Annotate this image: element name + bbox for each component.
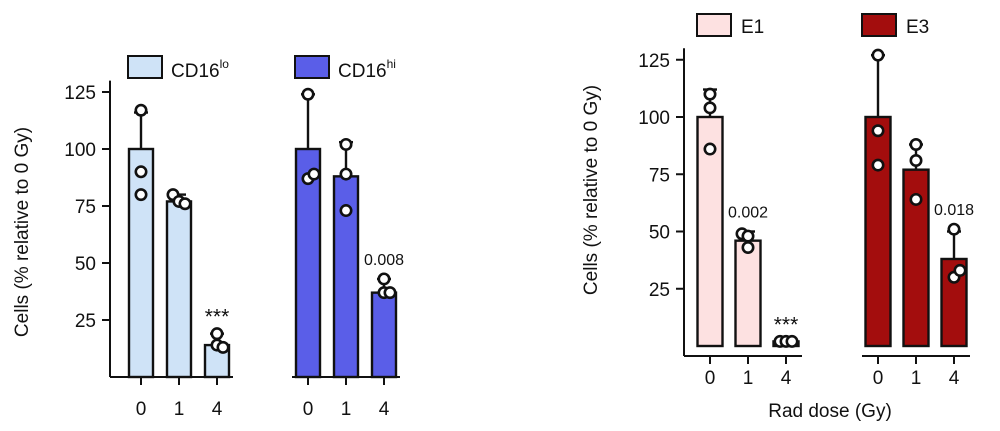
right-y-tick-label-100: 100 [638, 108, 670, 129]
right-s0-4-point-2 [785, 334, 799, 348]
legend-sup-cd16lo: lo [220, 57, 230, 71]
left-plot-area: 25 50 75 100 125 0 1 4 *** 0 1 4 0.008 [64, 80, 404, 420]
legend-label-e1: E1 [741, 17, 764, 38]
left-s0-0-point-1 [134, 165, 148, 179]
right-panel: E1 E3 Cells (% relative to 0 Gy) Rad dos… [581, 13, 974, 422]
left-s1-1-point-0 [339, 137, 353, 151]
right-s1-4-point-0 [947, 222, 961, 236]
right-s0-0-point-1 [703, 101, 717, 115]
right-y-tick-label-50: 50 [649, 223, 670, 244]
right-y-tick-label-25: 25 [649, 280, 670, 301]
left-panel: CD16lo CD16hi Cells (% relative to 0 Gy)… [12, 55, 404, 420]
right-s1-0-x-tick-label: 0 [873, 368, 884, 389]
left-s0-4-x-tick-label: 4 [212, 399, 223, 420]
left-s0-0-bar [127, 147, 155, 379]
right-legend: E1 E3 [696, 13, 929, 38]
left-s0-0-point-0 [134, 103, 148, 117]
left-s1-4-x-tick-label: 4 [379, 399, 390, 420]
left-y-tick-label-100: 100 [64, 140, 96, 161]
right-y-tick-label-75: 75 [649, 165, 670, 186]
right-s1-1-point-1 [909, 154, 923, 168]
legend-label-cd16lo: CD16lo [171, 57, 229, 82]
left-s1-1-point-2 [339, 204, 353, 218]
left-s1-4-bar [370, 291, 398, 379]
left-y-tick-label-25: 25 [75, 311, 96, 332]
left-s1-4-point-0 [377, 272, 391, 286]
right-x-axis-title: Rad dose (Gy) [768, 401, 892, 422]
right-s1-4-annotation: 0.018 [934, 202, 974, 219]
right-s0-0-x-tick-label: 0 [705, 368, 716, 389]
right-s1-1-x-tick-label: 1 [911, 368, 922, 389]
right-s1-0-point-0 [871, 48, 885, 62]
left-s0-0-x-tick-label: 0 [136, 399, 147, 420]
left-s1-0-bar [294, 147, 322, 379]
left-s0-1-point-2 [178, 197, 192, 211]
legend-swatch-e1 [696, 13, 732, 37]
left-y-tick-label-125: 125 [64, 83, 96, 104]
left-s0-4-point-2 [216, 340, 230, 354]
left-s0-0-point-2 [134, 188, 148, 202]
right-s1-1-point-0 [909, 137, 923, 151]
left-y-tick-label-50: 50 [75, 254, 96, 275]
right-y-axis-title: Cells (% relative to 0 Gy) [581, 85, 602, 295]
legend-label-e3: E3 [906, 17, 929, 38]
left-s1-4-point-2 [383, 286, 397, 300]
right-s1-0-bar [864, 115, 892, 348]
right-s0-1-x-tick-label: 1 [743, 368, 754, 389]
right-s1-0-point-1 [871, 124, 885, 138]
legend-label-cd16hi: CD16hi [338, 57, 396, 82]
legend-swatch-cd16hi [294, 55, 330, 79]
right-s0-0-point-2 [703, 142, 717, 156]
legend-swatch-cd16lo [127, 55, 163, 79]
left-s0-1-bar [165, 200, 193, 379]
right-s0-1-point-1 [741, 229, 755, 243]
right-s1-1-point-2 [909, 192, 923, 206]
right-s0-4-annotation: *** [774, 313, 799, 336]
left-s1-0-point-2 [307, 167, 321, 181]
right-s0-1-annotation: 0.002 [728, 205, 768, 222]
right-s1-0-point-2 [871, 158, 885, 172]
legend-sup-cd16hi: hi [387, 57, 396, 71]
left-s1-0-point-0 [301, 87, 315, 101]
right-s0-4-x-tick-label: 4 [781, 368, 792, 389]
right-s1-4-x-tick-label: 4 [949, 368, 960, 389]
right-s0-0-point-0 [703, 87, 717, 101]
left-s1-1-x-tick-label: 1 [341, 399, 352, 420]
left-s0-1-x-tick-label: 1 [174, 399, 185, 420]
left-y-axis-title: Cells (% relative to 0 Gy) [12, 127, 33, 337]
right-y-tick-label-125: 125 [638, 51, 670, 72]
left-s1-1-point-1 [339, 167, 353, 181]
left-s0-4-annotation: *** [205, 306, 230, 329]
right-s0-1-point-2 [741, 241, 755, 255]
left-s1-4-annotation: 0.008 [364, 252, 404, 269]
right-plot-area: 25 50 75 100 125 0 1 0.002 4 *** 0 1 4 0.018 [638, 48, 974, 389]
left-s0-4-point-0 [210, 327, 224, 341]
left-s1-0-x-tick-label: 0 [303, 399, 314, 420]
legend-swatch-e3 [861, 13, 897, 37]
right-s1-4-point-2 [953, 263, 967, 277]
left-y-tick-label-75: 75 [75, 197, 96, 218]
left-legend: CD16lo CD16hi [127, 55, 396, 82]
right-s0-1-bar [734, 239, 762, 348]
